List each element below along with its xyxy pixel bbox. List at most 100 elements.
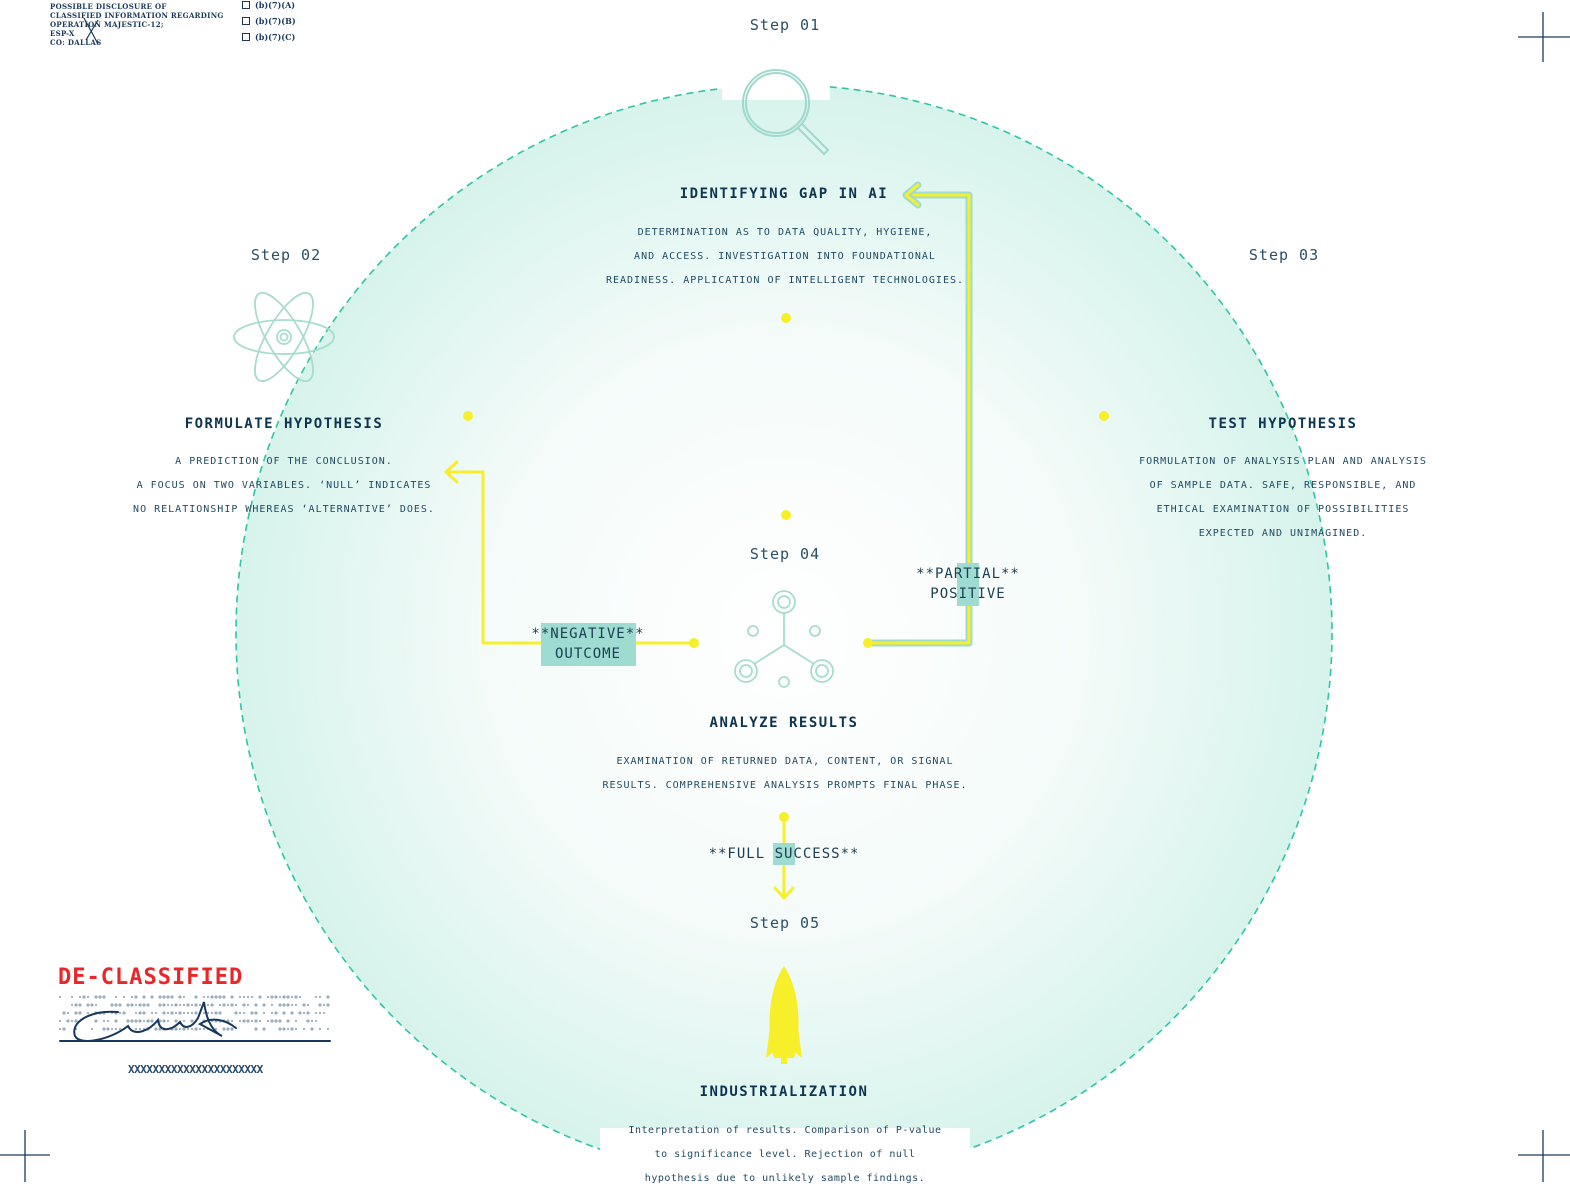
stamp-dot	[198, 1027, 202, 1031]
stamp-dot	[214, 1011, 218, 1015]
stamp-dot	[114, 1003, 118, 1007]
stamp-dot	[150, 1011, 154, 1015]
stamp-dot	[178, 995, 182, 999]
stamp-dot	[134, 1027, 138, 1031]
stamp-dot	[94, 995, 98, 999]
checkbox-b7c[interactable]: (b)(7)(C)	[242, 32, 295, 42]
stamp-dot	[302, 1011, 306, 1015]
stamp-dot	[150, 995, 154, 999]
stamp-dot	[58, 1019, 62, 1023]
stamp-dot	[178, 1003, 182, 1007]
stamp-dot	[262, 1011, 266, 1015]
stamp-dot	[86, 1003, 90, 1007]
stamp-dot	[254, 1019, 258, 1023]
stamp-dot	[250, 995, 254, 999]
stamp-dot	[102, 1027, 106, 1031]
stamp-dot	[134, 1019, 138, 1023]
stamp-dot	[162, 1019, 166, 1023]
checkbox-b7b[interactable]: (b)(7)(B)	[242, 16, 296, 26]
stamp-dot	[238, 1019, 242, 1023]
stamp-dot	[166, 1003, 170, 1007]
stamp-dot	[102, 995, 106, 999]
stamp-dot	[314, 995, 318, 999]
stamp-dot	[118, 1027, 122, 1031]
stamp-dot	[134, 1003, 138, 1007]
stamp-dot	[138, 1003, 142, 1007]
stamp-dot	[282, 1027, 286, 1031]
stamp-dot	[222, 1003, 226, 1007]
stamp-dot	[142, 995, 146, 999]
stamp-dot	[82, 995, 86, 999]
step-04-label: Step 04	[749, 545, 821, 563]
stamp-dot	[274, 1019, 278, 1023]
stamp-dot	[142, 1003, 146, 1007]
stamp-dot	[130, 1003, 134, 1007]
stamp-dot	[262, 1027, 266, 1031]
stamp-dot	[114, 995, 118, 999]
stamp-dot	[266, 995, 270, 999]
stamp-dot	[210, 995, 214, 999]
stamp-dot	[190, 1019, 194, 1023]
stamp-dot	[250, 1011, 254, 1015]
stamp-dot	[294, 1027, 298, 1031]
stamp-dot	[242, 995, 246, 999]
stamp-dot	[258, 1019, 262, 1023]
stamp-dot	[282, 995, 286, 999]
stamp-dot	[222, 1027, 226, 1031]
step-01-label: Step 01	[749, 16, 821, 34]
stamp-dot	[102, 1019, 106, 1023]
stamp-dot	[202, 995, 206, 999]
stamp-dot	[62, 1011, 66, 1015]
stamp-dot	[218, 995, 222, 999]
stamp-dot	[194, 1011, 198, 1015]
stamp-dot	[314, 1019, 318, 1023]
stamp-dot	[250, 1019, 254, 1023]
stamp-dot	[186, 1011, 190, 1015]
stamp-dot	[290, 1003, 294, 1007]
stamp-dot	[294, 1019, 298, 1023]
stamp-dot	[182, 1003, 186, 1007]
stamp-dot	[254, 1027, 258, 1031]
stamp-dot	[158, 1003, 162, 1007]
partial-positive-arrow	[864, 181, 973, 647]
step-02-label: Step 02	[250, 246, 322, 264]
magnifying-glass-icon	[742, 69, 830, 156]
stamp-dot	[214, 995, 218, 999]
stamp-dot	[298, 995, 302, 999]
stamp-dot	[230, 1019, 234, 1023]
stamp-dot	[326, 995, 330, 999]
stamp-dot	[290, 1011, 294, 1015]
step-05-title: INDUSTRIALIZATION	[699, 1084, 869, 1100]
stamp-dot	[134, 995, 138, 999]
stamp-dot	[130, 995, 134, 999]
stamp-dot	[230, 995, 234, 999]
stamp-dot	[114, 1027, 118, 1031]
stamp-dot	[78, 1003, 82, 1007]
stamp-dot	[246, 995, 250, 999]
full-success-tag: **FULL SUCCESS**	[708, 846, 860, 862]
step-02-description: A PREDICTION OF THE CONCLUSION. A FOCUS O…	[133, 456, 435, 515]
stamp-dot	[154, 1027, 158, 1031]
stamp-dot	[138, 1019, 142, 1023]
stamp-dot	[194, 1003, 198, 1007]
stamp-dot	[66, 1019, 70, 1023]
stamp-dot	[274, 1011, 278, 1015]
stamp-dot	[86, 1011, 90, 1015]
stamp-dot	[142, 1011, 146, 1015]
stamp-dot	[278, 995, 282, 999]
declassified-stamp: DE-CLASSIFIED	[58, 965, 244, 990]
cycle-dots	[463, 313, 1109, 520]
stamp-dot	[210, 1011, 214, 1015]
stamp-dot	[246, 1003, 250, 1007]
checkbox-b7a[interactable]: (b)(7)(A)	[242, 0, 295, 10]
stamp-dot	[326, 1003, 330, 1007]
stamp-dot	[70, 1003, 74, 1007]
stamp-dot	[226, 1003, 230, 1007]
stamp-dot	[286, 995, 290, 999]
stamp-dot	[58, 995, 62, 999]
stamp-dot	[110, 1027, 114, 1031]
stamp-dot	[170, 1011, 174, 1015]
stamp-dot	[106, 1027, 110, 1031]
stamp-dot	[298, 1011, 302, 1015]
stamp-dot	[310, 1027, 314, 1031]
